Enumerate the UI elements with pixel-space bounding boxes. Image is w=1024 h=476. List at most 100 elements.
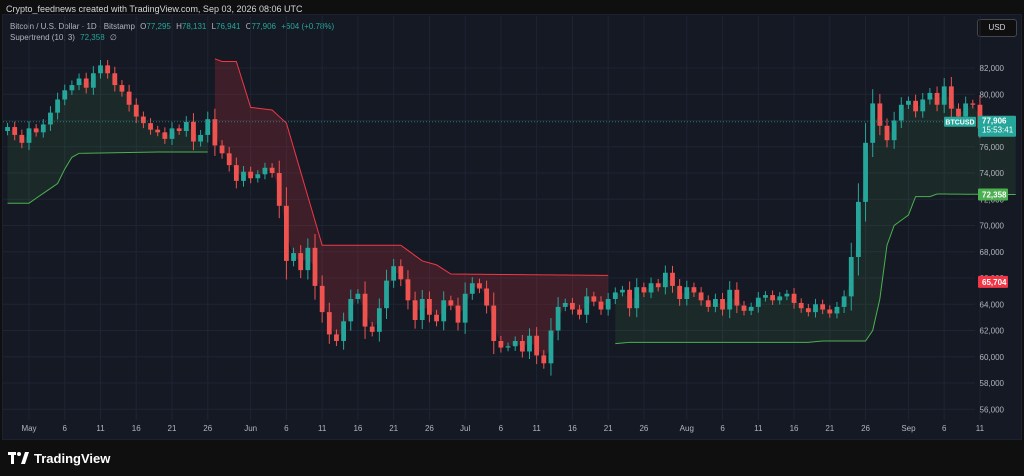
candle <box>319 275 325 323</box>
candle-body <box>48 112 53 125</box>
x-tick-label: 11 <box>318 424 327 433</box>
candle-body <box>262 167 268 175</box>
candle <box>741 300 747 316</box>
candle <box>870 89 876 157</box>
candle <box>698 287 704 306</box>
candle <box>298 245 304 279</box>
candle-body <box>355 293 361 299</box>
candle <box>219 140 225 159</box>
candle-body <box>848 257 854 297</box>
candle <box>148 118 153 135</box>
symbol-tag-bg <box>944 116 976 127</box>
candle <box>291 247 296 267</box>
candle-body <box>26 128 32 143</box>
candle-body <box>655 283 661 288</box>
candle <box>784 289 790 301</box>
x-tick-label: May <box>21 424 36 433</box>
candle <box>612 287 618 304</box>
x-tick-label: 16 <box>132 424 141 433</box>
symbol-legend[interactable]: Bitcoin / U.S. Dollar · 1D · Bitstamp O7… <box>10 22 337 31</box>
candle-body <box>412 300 418 320</box>
candle-body <box>369 326 375 332</box>
candle-body <box>427 299 432 315</box>
candle <box>477 278 482 294</box>
currency-button[interactable]: USD <box>977 19 1017 37</box>
candle-body <box>562 302 568 307</box>
candle <box>620 285 625 297</box>
x-tick-label: 11 <box>754 424 763 433</box>
candle <box>941 78 947 114</box>
candle <box>562 298 568 312</box>
candle-body <box>434 314 439 322</box>
candle <box>419 289 425 330</box>
candle <box>734 282 740 314</box>
candle <box>605 292 611 316</box>
candle <box>655 278 661 292</box>
candle-body <box>455 305 461 323</box>
candle <box>427 291 432 323</box>
candle-body <box>541 355 547 364</box>
y-tick-label: 76,000 <box>980 143 1005 152</box>
candle <box>627 281 632 317</box>
candle <box>83 72 89 94</box>
candle-body <box>462 293 468 323</box>
candle <box>348 289 354 331</box>
candle <box>62 84 68 106</box>
candle-body <box>577 309 582 315</box>
indicator-name: Supertrend (10, 3) <box>10 33 75 42</box>
candle-body <box>627 289 632 309</box>
candle <box>76 73 82 91</box>
candle-body <box>920 99 926 112</box>
y-tick-label: 70,000 <box>980 222 1005 231</box>
y-tick-label: 60,000 <box>980 353 1005 362</box>
candle <box>33 124 39 137</box>
candle <box>505 342 511 352</box>
candle <box>55 92 60 120</box>
last-price-tag-bg <box>978 115 1016 137</box>
y-tick-label: 62,000 <box>980 327 1005 336</box>
candle <box>205 111 211 143</box>
candle-body <box>598 301 604 310</box>
y-tick-label: 74,000 <box>980 169 1005 178</box>
candle-body <box>834 306 840 314</box>
candle <box>705 295 711 312</box>
candle-body <box>326 312 332 335</box>
candle <box>169 122 175 145</box>
candle <box>369 321 375 337</box>
candle-body <box>898 104 904 121</box>
candle <box>727 281 733 319</box>
candle <box>262 162 268 180</box>
candle <box>770 290 775 305</box>
candle <box>527 328 532 360</box>
candle-body <box>877 103 883 126</box>
candle <box>412 291 418 329</box>
candle <box>40 119 46 138</box>
candle-body <box>913 100 918 112</box>
candle <box>970 99 976 109</box>
candle-body <box>777 296 783 301</box>
last-price-tag: 77,906 <box>982 117 1007 126</box>
candle <box>598 296 604 315</box>
candle <box>384 269 389 320</box>
x-tick-label: 21 <box>825 424 834 433</box>
candle-body <box>284 205 289 261</box>
candle-body <box>791 293 797 303</box>
candle <box>670 265 675 293</box>
indicator-legend[interactable]: Supertrend (10, 3) 72,358 ∅ <box>10 33 120 42</box>
candle-body <box>119 85 125 92</box>
candle <box>584 288 590 324</box>
candle <box>591 291 597 307</box>
brand-name: TradingView <box>34 450 111 466</box>
candle <box>326 302 332 344</box>
price-chart[interactable]: 82,00080,00078,00076,00074,00072,00070,0… <box>0 0 1024 440</box>
x-tick-label: 16 <box>353 424 362 433</box>
candle-body <box>584 296 590 315</box>
indicator-suffix: ∅ <box>109 33 117 42</box>
footer-brand[interactable]: TradingView <box>8 448 110 468</box>
candle <box>455 297 461 331</box>
candle <box>226 146 232 172</box>
candle <box>884 118 890 148</box>
candle-body <box>405 279 411 301</box>
candle-body <box>241 171 246 181</box>
candle <box>191 113 196 151</box>
